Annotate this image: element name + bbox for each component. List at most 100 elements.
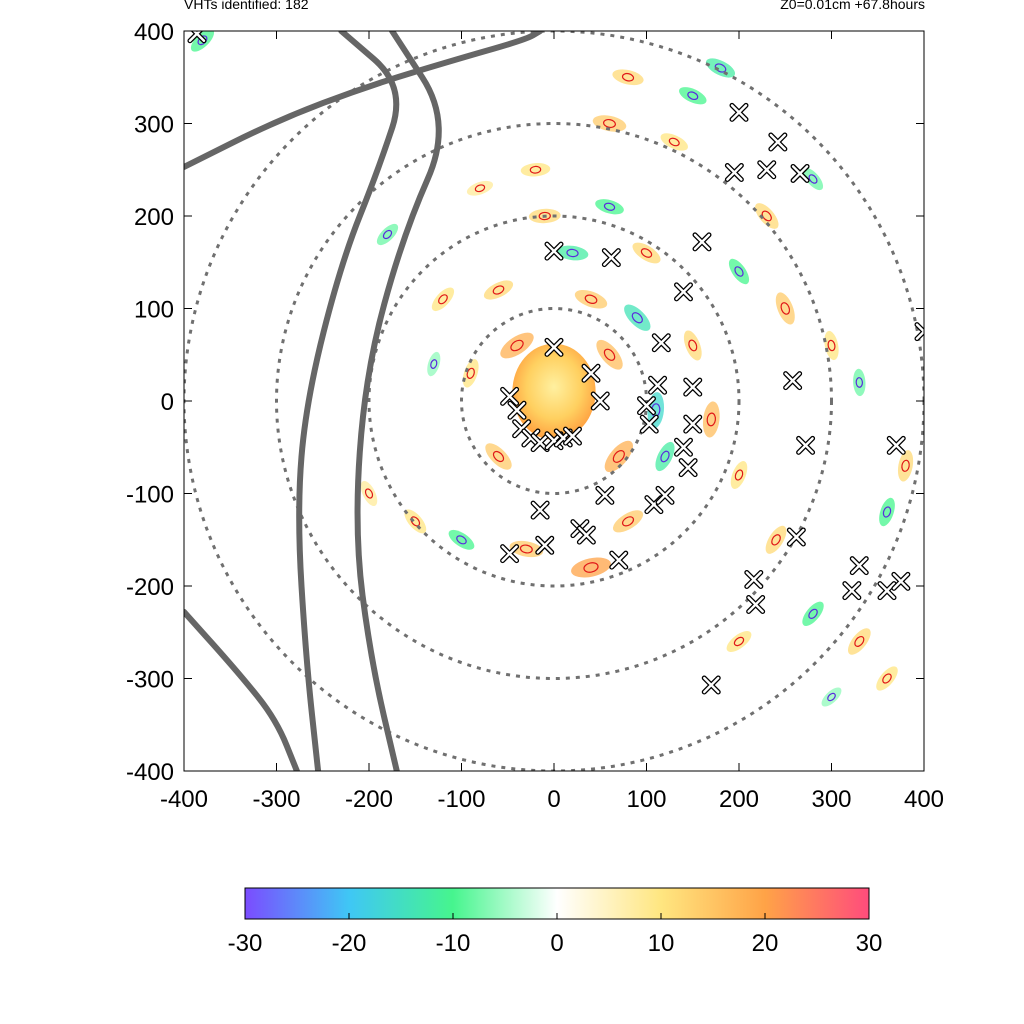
vorticity-contour: [538, 211, 551, 221]
vht-marker: [500, 544, 520, 564]
colorbar-tick-label: 30: [856, 930, 883, 957]
vht-marker-fill: [784, 372, 801, 389]
field-blob: [596, 339, 623, 370]
vorticity-contour: [734, 469, 744, 481]
vht-marker-fill: [656, 487, 674, 504]
track-arc-2: [296, 31, 400, 771]
field-blob: [571, 557, 611, 578]
vht-marker-fill: [501, 388, 518, 405]
field-blob: [897, 450, 914, 482]
vorticity-contour: [364, 488, 374, 499]
vorticity-contour: [854, 635, 865, 647]
vht-marker: [914, 322, 924, 342]
vorticity-contour: [492, 450, 505, 463]
vorticity-contour: [733, 636, 745, 647]
vht-marker: [674, 282, 693, 302]
vht-marker-fill: [703, 676, 720, 694]
vht-marker: [655, 485, 675, 505]
vorticity-contour: [492, 285, 505, 295]
y-tick-label: 300: [134, 112, 174, 139]
vht-marker-fill: [582, 365, 600, 382]
vorticity-contour: [827, 692, 836, 702]
vorticity-contour: [714, 63, 727, 73]
vht-marker: [544, 241, 564, 261]
y-tick-label: -200: [126, 574, 174, 601]
field-blob: [427, 351, 441, 377]
vorticity-contour: [901, 459, 910, 472]
vht-marker: [648, 375, 668, 395]
y-tick-label: -300: [126, 667, 174, 694]
vht-marker: [544, 337, 564, 357]
x-tick-label: 100: [626, 786, 666, 813]
vht-marker-fill: [684, 378, 701, 396]
vorticity-contour: [603, 202, 616, 211]
x-tick-label: -100: [437, 786, 485, 813]
vht-marker-fill: [675, 439, 692, 456]
vht-marker-fill: [596, 487, 614, 504]
vorticity-contour: [827, 339, 836, 352]
field-blob: [853, 368, 866, 397]
field-blob: [876, 666, 898, 691]
vht-marker: [674, 437, 693, 457]
vht-marker-fill: [610, 551, 627, 569]
vorticity-contour: [466, 367, 475, 379]
vht-marker: [576, 525, 596, 545]
field-blob: [604, 440, 633, 473]
vht-marker-fill: [843, 582, 861, 599]
vorticity-contour: [706, 412, 717, 427]
vht-marker-fill: [745, 571, 762, 588]
colorbar-tick-label: 10: [648, 930, 675, 957]
y-tick-label: 400: [134, 19, 174, 46]
track-arc-3: [184, 608, 300, 771]
field-blob: [592, 115, 627, 132]
vorticity-contour: [808, 174, 818, 184]
vht-marker: [683, 414, 703, 434]
vht-marker-fill: [508, 402, 526, 419]
vht-marker: [786, 527, 806, 547]
vht-marker: [768, 132, 788, 152]
vorticity-contour: [430, 359, 438, 369]
field-blob: [705, 58, 736, 78]
vorticity-contour: [780, 302, 791, 315]
vht-marker-fill: [797, 437, 814, 454]
vht-marker: [744, 570, 764, 590]
y-tick-label: 200: [134, 204, 174, 231]
vorticity-contour: [584, 294, 598, 304]
vht-marker-fill: [684, 415, 701, 433]
vht-marker: [724, 163, 744, 183]
field-blob: [466, 180, 494, 196]
field-blob: [702, 401, 720, 438]
vorticity-contour: [510, 339, 524, 352]
vorticity-contour: [566, 248, 579, 258]
vht-marker: [746, 595, 766, 614]
vorticity-contour: [456, 535, 467, 545]
vht-marker: [783, 371, 803, 391]
vorticity-contour: [808, 608, 818, 619]
vorticity-contour: [621, 72, 635, 82]
vht-marker: [601, 248, 621, 268]
field-blob: [462, 359, 479, 388]
vht-marker-fill: [641, 415, 658, 433]
vht-marker-fill: [522, 429, 540, 447]
field-blob: [755, 203, 779, 229]
vorticity-contour: [688, 339, 698, 352]
vorticity-contour: [603, 348, 616, 361]
x-tick-label: 0: [547, 786, 560, 813]
vorticity-contour: [438, 294, 448, 305]
vht-marker: [842, 581, 862, 601]
vht-marker: [886, 435, 906, 455]
field-blob: [431, 287, 455, 312]
vorticity-contour: [771, 534, 781, 546]
vht-marker-fill: [679, 459, 697, 476]
vorticity-contour: [621, 516, 635, 527]
vorticity-contour: [631, 312, 643, 324]
field-blob: [556, 245, 589, 261]
colorbar-tick-label: -30: [228, 930, 263, 957]
range-ring-200: [367, 214, 741, 588]
field-blob: [483, 280, 514, 300]
vht-marker: [877, 581, 897, 601]
vht-marker-fill: [649, 377, 666, 394]
vht-marker: [678, 458, 698, 478]
vht-marker-fill: [531, 501, 549, 519]
